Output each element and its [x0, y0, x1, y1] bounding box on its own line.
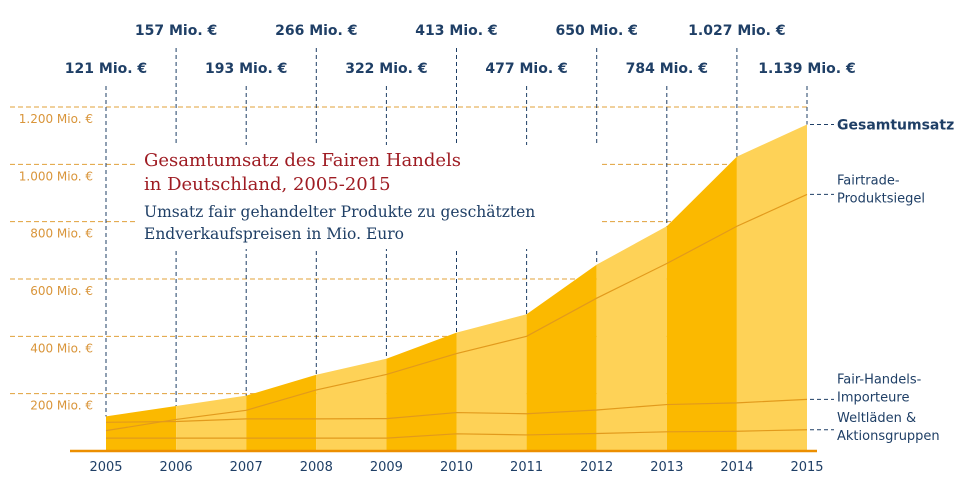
area-band [596, 226, 667, 451]
area-band [456, 314, 527, 451]
x-tick-label: 2011 [510, 460, 543, 475]
x-tick-label: 2015 [790, 460, 823, 475]
chart-title: Gesamtumsatz des Fairen Handels in Deuts… [144, 149, 594, 197]
legend-label: Importeure [837, 390, 909, 405]
chart-title-line-2: in Deutschland, 2005-2015 [144, 174, 391, 195]
chart-title-line-1: Gesamtumsatz des Fairen Handels [144, 150, 462, 171]
chart-subtitle-line-1: Umsatz fair gehandelter Produkte zu gesc… [144, 203, 536, 221]
area-band [526, 264, 597, 451]
value-label: 413 Mio. € [415, 23, 497, 39]
area-band [386, 332, 457, 451]
chart-subtitle-line-2: Endverkaufspreisen in Mio. Euro [144, 225, 405, 243]
x-tick-label: 2012 [580, 460, 613, 475]
legend-label: Fairtrade- [837, 173, 900, 188]
area-band [106, 405, 177, 451]
series-line [106, 429, 808, 439]
value-label: 193 Mio. € [205, 61, 287, 77]
chart-subtitle: Umsatz fair gehandelter Produkte zu gesc… [144, 201, 594, 245]
x-tick-label: 2007 [230, 460, 263, 475]
legend-label: Weltläden & [837, 411, 916, 426]
x-tick-label: 2006 [160, 460, 193, 475]
value-label: 266 Mio. € [275, 23, 357, 39]
series-line [105, 398, 808, 423]
legend-label: Aktionsgruppen [837, 429, 940, 444]
value-label: 322 Mio. € [345, 61, 427, 77]
series-line [105, 193, 808, 432]
legend-label: Produktsiegel [837, 191, 925, 206]
x-tick-label: 2009 [370, 460, 403, 475]
x-tick-label: 2008 [300, 460, 333, 475]
area-band [176, 395, 247, 451]
area-band [666, 156, 737, 452]
value-label: 1.027 Mio. € [688, 23, 785, 39]
legend-label: Gesamtumsatz [837, 117, 954, 133]
legend-label: Fair-Handels- [837, 372, 922, 387]
value-label: 1.139 Mio. € [758, 61, 855, 77]
value-label: 784 Mio. € [626, 61, 708, 77]
area-band [736, 124, 807, 451]
area-bands [106, 124, 807, 452]
value-label: 477 Mio. € [485, 61, 567, 77]
axes: 200 Mio. € 400 Mio. € 600 Mio. € 800 Mio. €… [19, 112, 824, 475]
x-tick-label: 2013 [650, 460, 683, 475]
chart-title-box: Gesamtumsatz des Fairen Handels in Deuts… [136, 145, 602, 249]
y-tick-label: 1.200 Mio. € [19, 112, 93, 126]
y-tick-label: 800 Mio. € [30, 227, 93, 241]
area-band [246, 374, 317, 451]
series-lines [105, 193, 808, 439]
x-tick-label: 2014 [720, 460, 753, 475]
value-label: 650 Mio. € [556, 23, 638, 39]
area-band [316, 358, 387, 451]
y-tick-label: 200 Mio. € [30, 399, 93, 413]
value-label: 157 Mio. € [135, 23, 217, 39]
y-tick-label: 400 Mio. € [30, 341, 93, 355]
value-label: 121 Mio. € [65, 61, 147, 77]
y-tick-label: 600 Mio. € [30, 284, 93, 298]
y-tick-label: 1.000 Mio. € [19, 169, 93, 183]
x-tick-label: 2005 [89, 460, 122, 475]
legend: Gesamtumsatz Fairtrade- Produktsiegel Fair-… [810, 117, 954, 444]
value-labels: 121 Mio. € 157 Mio. € 193 Mio. € 266 Mio. €… [65, 23, 856, 77]
x-tick-label: 2010 [440, 460, 473, 475]
